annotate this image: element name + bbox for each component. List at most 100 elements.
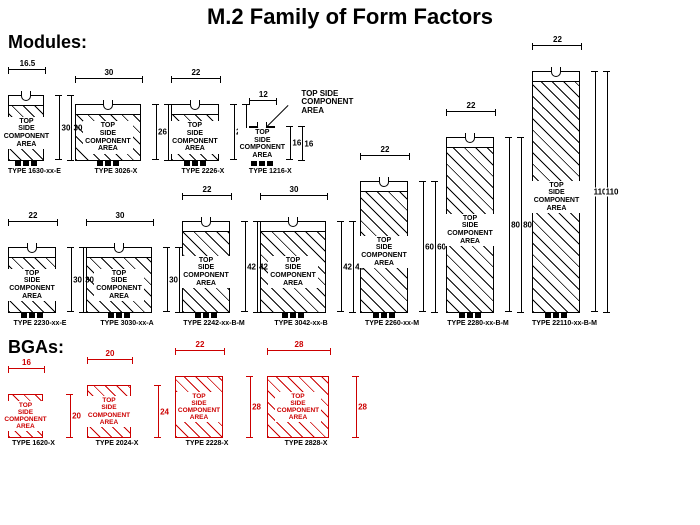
type-label: TYPE 3026-X xyxy=(95,168,138,175)
notch-icon xyxy=(201,217,211,227)
bga-cell: TOPSIDECOMPONENTAREA 16 20 TYPE 1620-X xyxy=(8,380,59,447)
dimension-height: 110 xyxy=(586,71,596,312)
dimension-width: 20 xyxy=(87,359,133,369)
module-cell: TOPSIDECOMPONENTAREA 22 30 30 TYPE 2230-… xyxy=(8,233,72,327)
component-area: TOPSIDECOMPONENTAREA xyxy=(447,148,493,312)
dimension-height: 42 xyxy=(332,221,342,312)
type-label: TYPE 2024-X xyxy=(96,440,139,447)
module-body: TOPSIDECOMPONENTAREA xyxy=(249,126,275,161)
type-label: TYPE 3042-xx-B xyxy=(274,320,327,327)
type-label: TYPE 2226-X xyxy=(182,168,225,175)
component-area: TOPSIDECOMPONENTAREA xyxy=(76,115,140,160)
bga-cell: TOPSIDECOMPONENTAREA 28 28 TYPE 2828-X xyxy=(267,362,345,447)
type-label: TYPE 1216-X xyxy=(249,168,292,175)
notch-icon xyxy=(465,133,475,143)
modules-row-tall: TOPSIDECOMPONENTAREA 22 60 60 TYPE 2260-… xyxy=(360,57,597,327)
component-area: TOPSIDECOMPONENTAREA xyxy=(9,106,43,160)
module-body: TOPSIDECOMPONENTAREA xyxy=(446,137,494,313)
dimension-height: 30 xyxy=(158,247,168,312)
bga-cell: TOPSIDECOMPONENTAREA 20 24 TYPE 2024-X xyxy=(87,371,147,447)
notch-icon xyxy=(288,217,298,227)
notch-icon xyxy=(103,100,113,110)
type-label: TYPE 2228-X xyxy=(186,440,229,447)
dimension-height: 16 xyxy=(281,126,291,160)
dimension-height: 60 xyxy=(426,181,436,313)
type-label: TYPE 1620-X xyxy=(12,440,55,447)
dimension-height: 60 xyxy=(414,181,424,312)
module-cell: TOP SIDECOMPONENTAREA TOPSIDECOMPONENTAR… xyxy=(249,112,292,175)
type-label: TYPE 2230-xx-E xyxy=(14,320,67,327)
module-body: TOPSIDECOMPONENTAREA xyxy=(171,104,219,161)
module-cell: TOPSIDECOMPONENTAREA 22 110 110 TYPE 221… xyxy=(532,57,597,327)
module-cell: TOPSIDECOMPONENTAREA 30 26 26 TYPE 3026-… xyxy=(75,90,157,175)
module-cell: TOPSIDECOMPONENTAREA 22 42 42 TYPE 2242-… xyxy=(182,207,246,327)
notch-icon xyxy=(27,243,37,253)
module-cell: TOPSIDECOMPONENTAREA 22 60 60 TYPE 2260-… xyxy=(360,167,424,327)
dimension-width: 16.5 xyxy=(8,69,46,79)
module-cell: TOPSIDECOMPONENTAREA 30 30 30 TYPE 3030-… xyxy=(86,233,168,327)
type-label: TYPE 22110-xx-B-M xyxy=(532,320,597,327)
module-cell: TOPSIDECOMPONENTAREA 30 42 42 TYPE 3042-… xyxy=(260,207,342,327)
dimension-height: 30 xyxy=(50,95,60,160)
module-body: TOPSIDECOMPONENTAREA xyxy=(532,71,580,313)
dimension-width: 22 xyxy=(175,350,225,360)
modules-row-2: TOPSIDECOMPONENTAREA 22 30 30 TYPE 2230-… xyxy=(8,207,342,327)
module-cell: TOPSIDECOMPONENTAREA 22 26 26 TYPE 2226-… xyxy=(171,90,235,175)
component-area: TOPSIDECOMPONENTAREA xyxy=(87,258,151,312)
dimension-width: 30 xyxy=(86,221,154,231)
component-area: TOPSIDECOMPONENTAREA xyxy=(533,82,579,312)
dimension-width: 28 xyxy=(267,350,331,360)
bga-body: TOPSIDECOMPONENTAREA xyxy=(8,394,43,438)
bga-cell: TOPSIDECOMPONENTAREA 22 28 TYPE 2228-X xyxy=(175,362,239,447)
dimension-height: 24 xyxy=(149,385,159,438)
notch-icon xyxy=(379,177,389,187)
module-body: TOPSIDECOMPONENTAREA xyxy=(182,221,230,313)
component-area: TOPSIDECOMPONENTAREA xyxy=(361,192,407,312)
notch-icon xyxy=(114,243,124,253)
dimension-height: 42 xyxy=(248,221,258,313)
dimension-height: 42 xyxy=(344,221,354,313)
dimension-height: 30 xyxy=(62,95,72,161)
type-label: TYPE 3030-xx-A xyxy=(100,320,153,327)
modules-row-1: TOPSIDECOMPONENTAREA 16.5 30 30 TYPE 163… xyxy=(8,81,342,175)
notch-icon xyxy=(21,91,31,101)
module-cell: TOPSIDECOMPONENTAREA 16.5 30 30 TYPE 163… xyxy=(8,81,61,175)
module-body: TOPSIDECOMPONENTAREA xyxy=(86,247,152,313)
dimension-height: 30 xyxy=(170,247,180,313)
dimension-height: 28 xyxy=(347,376,357,438)
dimension-height: 30 xyxy=(62,247,72,312)
module-body: TOPSIDECOMPONENTAREA xyxy=(75,104,141,161)
dimension-height: 26 xyxy=(225,104,235,160)
type-label: TYPE 2280-xx-B-M xyxy=(447,320,508,327)
type-label: TYPE 1630-xx-E xyxy=(8,168,61,175)
callout-label: TOP SIDECOMPONENTAREA xyxy=(301,90,353,115)
bga-body: TOPSIDECOMPONENTAREA xyxy=(267,376,329,438)
bga-body: TOPSIDECOMPONENTAREA xyxy=(175,376,223,438)
component-area: TOPSIDECOMPONENTAREA xyxy=(183,232,229,312)
dimension-width: 22 xyxy=(360,155,410,165)
dimension-height: 26 xyxy=(159,104,169,161)
dimension-height: 80 xyxy=(512,137,522,313)
dimension-width: 22 xyxy=(446,111,496,121)
module-body: TOPSIDECOMPONENTAREA xyxy=(8,95,44,161)
dimension-height: 16 xyxy=(293,126,303,161)
dimension-width: 22 xyxy=(182,195,232,205)
notch-icon xyxy=(551,67,561,77)
dimension-height: 110 xyxy=(598,71,608,313)
dimension-height: 30 xyxy=(74,247,84,313)
type-label: TYPE 2828-X xyxy=(285,440,328,447)
dimension-width: 22 xyxy=(532,45,582,55)
component-area: TOPSIDECOMPONENTAREA xyxy=(172,115,218,160)
dimension-width: 12 xyxy=(249,100,277,110)
dimension-width: 30 xyxy=(75,78,143,88)
section-modules: Modules: xyxy=(8,32,692,53)
component-area: TOPSIDECOMPONENTAREA xyxy=(261,232,325,312)
page-title: M.2 Family of Form Factors xyxy=(8,4,692,30)
module-body: TOPSIDECOMPONENTAREA xyxy=(360,181,408,313)
dimension-width: 16 xyxy=(8,368,45,378)
dimension-width: 22 xyxy=(171,78,221,88)
module-body: TOPSIDECOMPONENTAREA xyxy=(8,247,56,313)
dimension-height: 42 xyxy=(236,221,246,312)
bga-row: TOPSIDECOMPONENTAREA 16 20 TYPE 1620-X T… xyxy=(8,362,692,447)
notch-icon xyxy=(190,100,200,110)
